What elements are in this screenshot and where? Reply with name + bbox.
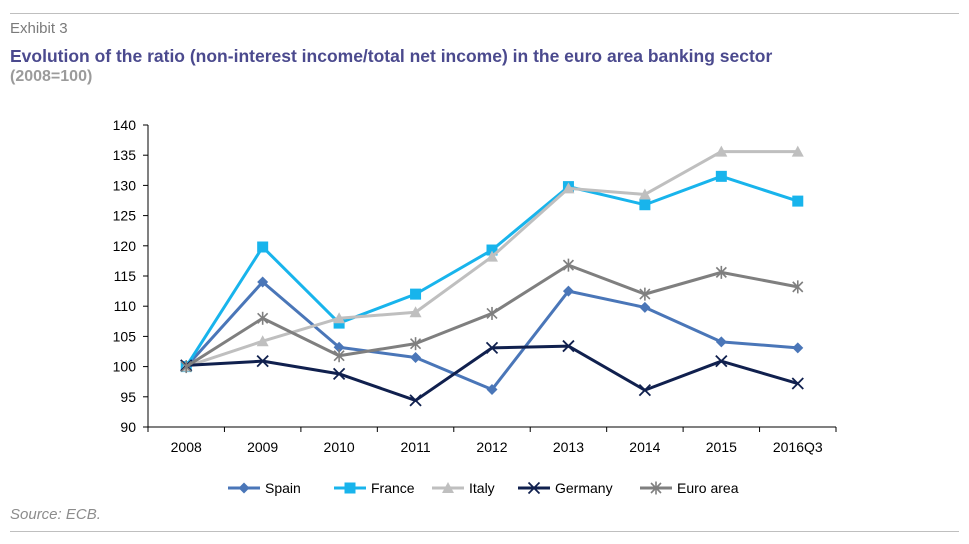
data-point-italy bbox=[791, 145, 804, 157]
x-tick-label: 2014 bbox=[629, 439, 660, 455]
y-tick-label: 135 bbox=[113, 147, 137, 163]
data-point-euro-area bbox=[333, 349, 345, 363]
y-tick-label: 90 bbox=[120, 419, 136, 435]
data-point-germany bbox=[562, 339, 575, 353]
marker-stroke bbox=[409, 394, 422, 407]
series-euro-area bbox=[180, 258, 804, 374]
legend-label: Euro area bbox=[677, 480, 739, 496]
legend-marker bbox=[527, 481, 541, 495]
data-point-spain bbox=[792, 342, 804, 354]
y-tick-label: 130 bbox=[113, 177, 137, 193]
x-tick-label: 2013 bbox=[553, 439, 584, 455]
legend-item-germany: Germany bbox=[518, 480, 613, 496]
marker-stroke bbox=[562, 339, 575, 353]
data-point-euro-area bbox=[639, 287, 651, 301]
data-point-spain bbox=[562, 285, 574, 297]
data-point-spain bbox=[257, 276, 269, 288]
data-point-spain bbox=[639, 301, 651, 313]
marker-stroke bbox=[332, 367, 346, 380]
legend-marker bbox=[442, 482, 454, 493]
data-point-spain bbox=[486, 384, 498, 396]
legend-item-italy: Italy bbox=[432, 480, 495, 496]
data-point-euro-area bbox=[409, 337, 422, 351]
data-point-spain bbox=[333, 341, 345, 353]
top-rule bbox=[10, 13, 959, 14]
legend-label: Spain bbox=[265, 480, 301, 496]
chart-subtitle: (2008=100) bbox=[10, 68, 93, 85]
x-tick-label: 2008 bbox=[171, 439, 202, 455]
legend-marker bbox=[650, 481, 662, 495]
x-tick-label: 2016Q3 bbox=[773, 439, 823, 455]
legend-label: France bbox=[371, 480, 415, 496]
x-tick-label: 2015 bbox=[706, 439, 737, 455]
series-layer bbox=[180, 145, 804, 407]
data-point-germany bbox=[485, 341, 499, 355]
data-point-euro-area bbox=[180, 360, 192, 374]
chart-legend: Spain France Italy Germany Euro area bbox=[228, 480, 739, 496]
source-note: Source: ECB. bbox=[10, 506, 101, 523]
legend-label: Germany bbox=[555, 480, 613, 496]
data-point-euro-area bbox=[257, 311, 269, 325]
data-point-germany bbox=[256, 355, 269, 368]
marker-stroke bbox=[256, 355, 269, 368]
exhibit-label: Exhibit 3 bbox=[10, 20, 68, 37]
x-tick-label: 2011 bbox=[401, 439, 431, 455]
data-point-spain bbox=[715, 336, 727, 348]
series-spain bbox=[180, 276, 804, 396]
legend-item-spain: Spain bbox=[228, 480, 301, 496]
x-tick-label: 2010 bbox=[324, 439, 355, 455]
marker-stroke bbox=[791, 377, 804, 390]
data-point-germany bbox=[638, 384, 652, 397]
x-tick-label: 2009 bbox=[247, 439, 278, 455]
y-tick-label: 120 bbox=[113, 238, 137, 254]
marker-stroke bbox=[527, 481, 541, 495]
data-point-italy bbox=[333, 312, 346, 324]
legend-item-france: France bbox=[334, 480, 415, 496]
data-point-italy bbox=[486, 250, 498, 262]
data-point-france bbox=[639, 199, 651, 211]
series-germany bbox=[180, 339, 804, 407]
y-tick-label: 115 bbox=[114, 268, 137, 284]
y-tick-label: 140 bbox=[113, 117, 137, 133]
chart-axes: 90 95 100 105 110 115 120 125 130 135 140 2008 2009 2… bbox=[113, 117, 837, 455]
y-tick-label: 100 bbox=[113, 359, 137, 375]
y-tick-label: 110 bbox=[114, 298, 137, 314]
legend-marker bbox=[238, 482, 250, 494]
data-point-italy bbox=[256, 335, 269, 347]
data-point-france bbox=[792, 195, 804, 207]
bottom-rule bbox=[10, 531, 959, 532]
legend-label: Italy bbox=[469, 480, 495, 496]
y-tick-label: 125 bbox=[113, 208, 137, 224]
marker-stroke bbox=[485, 341, 499, 355]
data-point-france bbox=[257, 241, 269, 253]
data-point-france bbox=[715, 170, 727, 182]
marker-stroke bbox=[715, 355, 728, 368]
data-point-germany bbox=[409, 394, 422, 407]
data-point-france bbox=[486, 244, 498, 256]
x-tick-label: 2012 bbox=[476, 439, 507, 455]
data-point-euro-area bbox=[715, 265, 727, 279]
data-point-italy bbox=[562, 182, 575, 194]
data-point-france bbox=[410, 288, 422, 300]
data-point-italy bbox=[715, 145, 728, 157]
data-point-euro-area bbox=[792, 280, 804, 294]
data-point-euro-area bbox=[562, 258, 575, 272]
legend-item-euro-area: Euro area bbox=[640, 480, 739, 496]
data-point-germany bbox=[715, 355, 728, 368]
data-point-italy bbox=[638, 188, 651, 200]
data-point-italy bbox=[409, 306, 422, 318]
data-point-euro-area bbox=[486, 306, 498, 320]
data-point-germany bbox=[791, 377, 804, 390]
y-tick-label: 105 bbox=[113, 328, 137, 344]
y-tick-label: 95 bbox=[120, 389, 136, 405]
data-point-germany bbox=[332, 367, 346, 380]
legend-marker bbox=[344, 482, 356, 494]
chart-title: Evolution of the ratio (non-interest inc… bbox=[10, 46, 773, 66]
series-france bbox=[180, 170, 804, 373]
marker-stroke bbox=[638, 384, 652, 397]
data-point-spain bbox=[410, 352, 422, 364]
